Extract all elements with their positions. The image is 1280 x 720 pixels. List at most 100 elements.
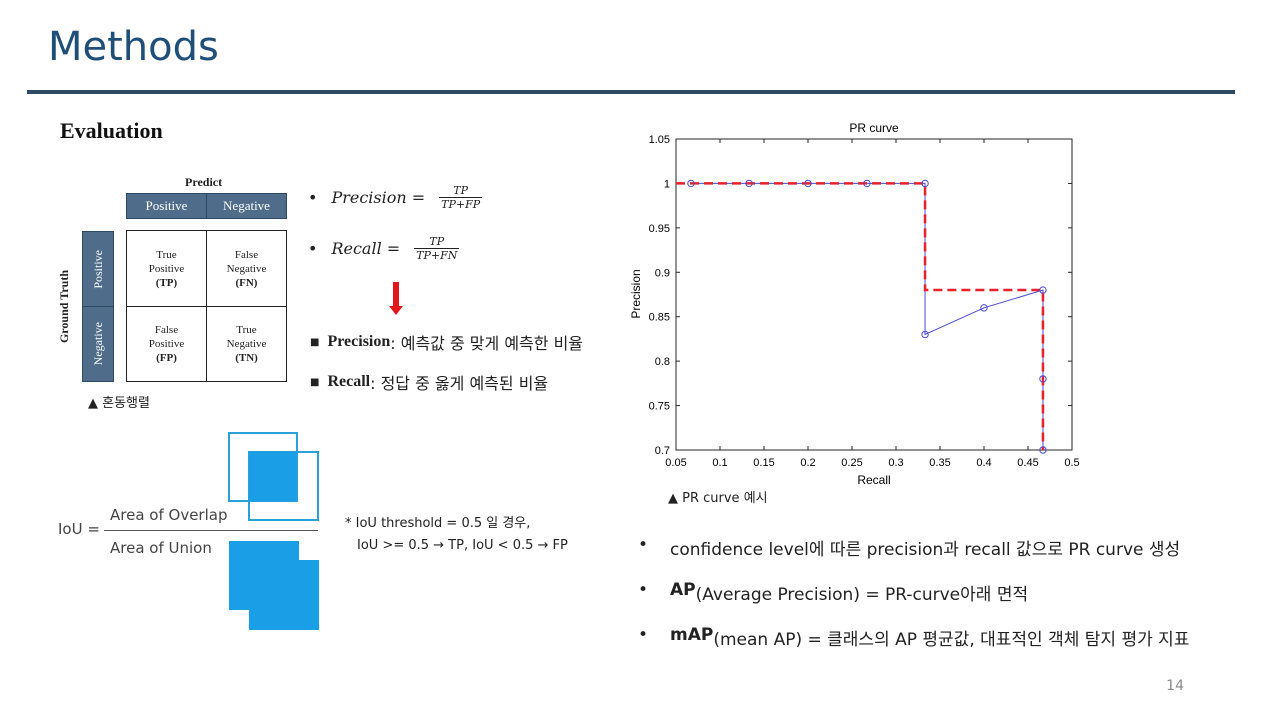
x-tick-label: 0.45 — [1017, 457, 1038, 469]
pr-point — [745, 179, 753, 188]
bullet-2-bold: AP — [670, 580, 696, 600]
y-axis-label: Precision — [629, 269, 643, 318]
plot-area — [675, 138, 1073, 451]
y-tick-label: 0.7 — [655, 445, 670, 457]
bullet-list: • confidence level에 따른 precision과 recall… — [638, 535, 1189, 670]
y-tick-label: 0.8 — [655, 356, 670, 368]
section-heading: Evaluation — [60, 118, 163, 143]
precision-denominator: TP+FP — [439, 197, 483, 211]
cell-fp-line1: False — [154, 324, 179, 336]
pr-point — [863, 179, 871, 188]
predict-label: Predict — [185, 175, 223, 189]
x-tick-label: 0.5 — [1064, 457, 1079, 469]
cell-fn-line2: Negative — [226, 262, 267, 275]
pr-point — [804, 179, 812, 188]
y-tick-label: 0.95 — [649, 223, 670, 235]
y-tick-label: 0.9 — [655, 267, 670, 279]
cell-true-positive: True Positive (TP) — [126, 230, 207, 307]
union-illustration — [229, 541, 319, 630]
cell-tn-line2: Negative — [226, 338, 267, 350]
iou-fraction-line — [104, 530, 318, 531]
x-tick-label: 0.15 — [753, 457, 774, 469]
x-axis-label: Recall — [857, 473, 890, 487]
recall-numerator: TP — [429, 235, 445, 248]
bullet-item-2: • AP (Average Precision) = PR-curve아래 면적 — [638, 580, 1189, 625]
x-tick-label: 0.05 — [665, 457, 686, 469]
cell-fp-abbr: (FP) — [156, 352, 177, 364]
row-header-positive: Positive — [82, 231, 114, 307]
bullet-dot: • — [308, 188, 318, 207]
cell-true-negative: True Negative (TN) — [206, 306, 287, 382]
slide-title: Methods — [48, 24, 219, 70]
recall-text: : 정답 중 옳게 예측된 비율 — [370, 374, 549, 393]
pr-point — [921, 330, 929, 339]
col-header-negative: Negative — [206, 193, 287, 219]
ground-truth-label: Ground Truth — [54, 232, 74, 382]
bullet-2-text: (Average Precision) = PR-curve아래 면적 — [695, 585, 1029, 605]
page-number: 14 — [1166, 678, 1184, 694]
cell-false-positive: False Positive (FP) — [126, 306, 207, 382]
precision-text: : 예측값 중 맞게 예측한 비율 — [390, 334, 584, 353]
precision-term: Precision — [327, 333, 391, 350]
bullet-dot: • — [308, 239, 318, 258]
pr-point — [1039, 446, 1047, 454]
square-bullet-icon: ■ — [310, 376, 320, 388]
pr-point — [1039, 375, 1047, 383]
title-divider — [27, 90, 1235, 94]
iou-denominator: Area of Union — [110, 539, 212, 557]
pr-curve-chart: PR curve 0.05 0.1 0.15 0.2 0.25 0.3 0.35 0.4 0.4… — [629, 121, 1080, 487]
precision-fraction: TP TP+FP — [439, 184, 483, 211]
row-header-negative: Negative — [82, 306, 114, 382]
x-tick-label: 0.25 — [841, 457, 862, 469]
x-tick-label: 0.4 — [976, 457, 991, 469]
cell-false-negative: False Negative (FN) — [206, 230, 287, 307]
bullet-item-3: • mAP (mean AP) = 클래스의 AP 평균값, 대표적인 객체 탐… — [638, 625, 1189, 670]
pr-point — [1039, 286, 1047, 294]
cell-tp-line1: True — [156, 248, 177, 261]
recall-formula: • Recall = TP TP+FN — [308, 235, 460, 262]
bullet-item-1: • confidence level에 따른 precision과 recall… — [638, 535, 1189, 580]
precision-lhs: Precision = — [331, 188, 426, 207]
precision-formula: • Precision = TP TP+FP — [308, 184, 483, 211]
recall-lhs: Recall = — [331, 239, 401, 258]
y-tick-label: 1.05 — [649, 134, 670, 146]
cell-tn-abbr: (TN) — [235, 352, 258, 364]
iou-numerator: Area of Overlap — [110, 506, 228, 524]
bullet-3-text: (mean AP) = 클래스의 AP 평균값, 대표적인 객체 탐지 평가 지… — [713, 630, 1190, 650]
y-tick-label: 1 — [664, 178, 670, 190]
pr-point — [687, 179, 695, 188]
cell-fp-line2: Positive — [148, 338, 185, 350]
precision-definition: ■ Precision : 예측값 중 맞게 예측한 비율 — [310, 330, 583, 354]
y-tick-label: 0.85 — [649, 312, 670, 324]
pr-point — [980, 304, 988, 312]
x-tick-label: 0.3 — [888, 457, 903, 469]
chart-caption: ▲ PR curve 예시 — [668, 491, 768, 506]
iou-label: IoU = — [58, 520, 100, 538]
interpolated-pr-line — [676, 182, 1045, 450]
bullet-dot: • — [638, 580, 649, 600]
chart-title: PR curve — [849, 121, 899, 135]
recall-term: Recall — [327, 373, 371, 390]
recall-denominator: TP+FN — [414, 248, 460, 262]
col-header-positive: Positive — [126, 193, 207, 219]
overlap-region — [249, 452, 297, 501]
cell-tn-line1: True — [236, 324, 257, 336]
bullet-3-bold: mAP — [670, 625, 714, 645]
ground-truth-text: Ground Truth — [56, 270, 71, 344]
cell-fn-line1: False — [234, 248, 259, 261]
cell-tp-line2: Positive — [148, 262, 185, 275]
row-header-positive-text: Positive — [90, 249, 105, 289]
overlap-illustration — [228, 432, 319, 521]
down-arrow-icon — [389, 282, 403, 315]
square-bullet-icon: ■ — [310, 336, 320, 348]
precision-numerator: TP — [453, 184, 469, 197]
y-tick-label: 0.75 — [649, 401, 670, 413]
bullet-dot: • — [638, 625, 649, 645]
union-box-b — [249, 560, 319, 630]
row-header-negative-text: Negative — [90, 322, 105, 366]
x-tick-label: 0.2 — [800, 457, 815, 469]
x-tick-label: 0.1 — [712, 457, 727, 469]
bullet-dot: • — [638, 535, 649, 555]
iou-note-line2: IoU >= 0.5 → TP, IoU < 0.5 → FP — [357, 538, 568, 553]
recall-definition: ■ Recall : 정답 중 옳게 예측된 비율 — [310, 370, 548, 394]
